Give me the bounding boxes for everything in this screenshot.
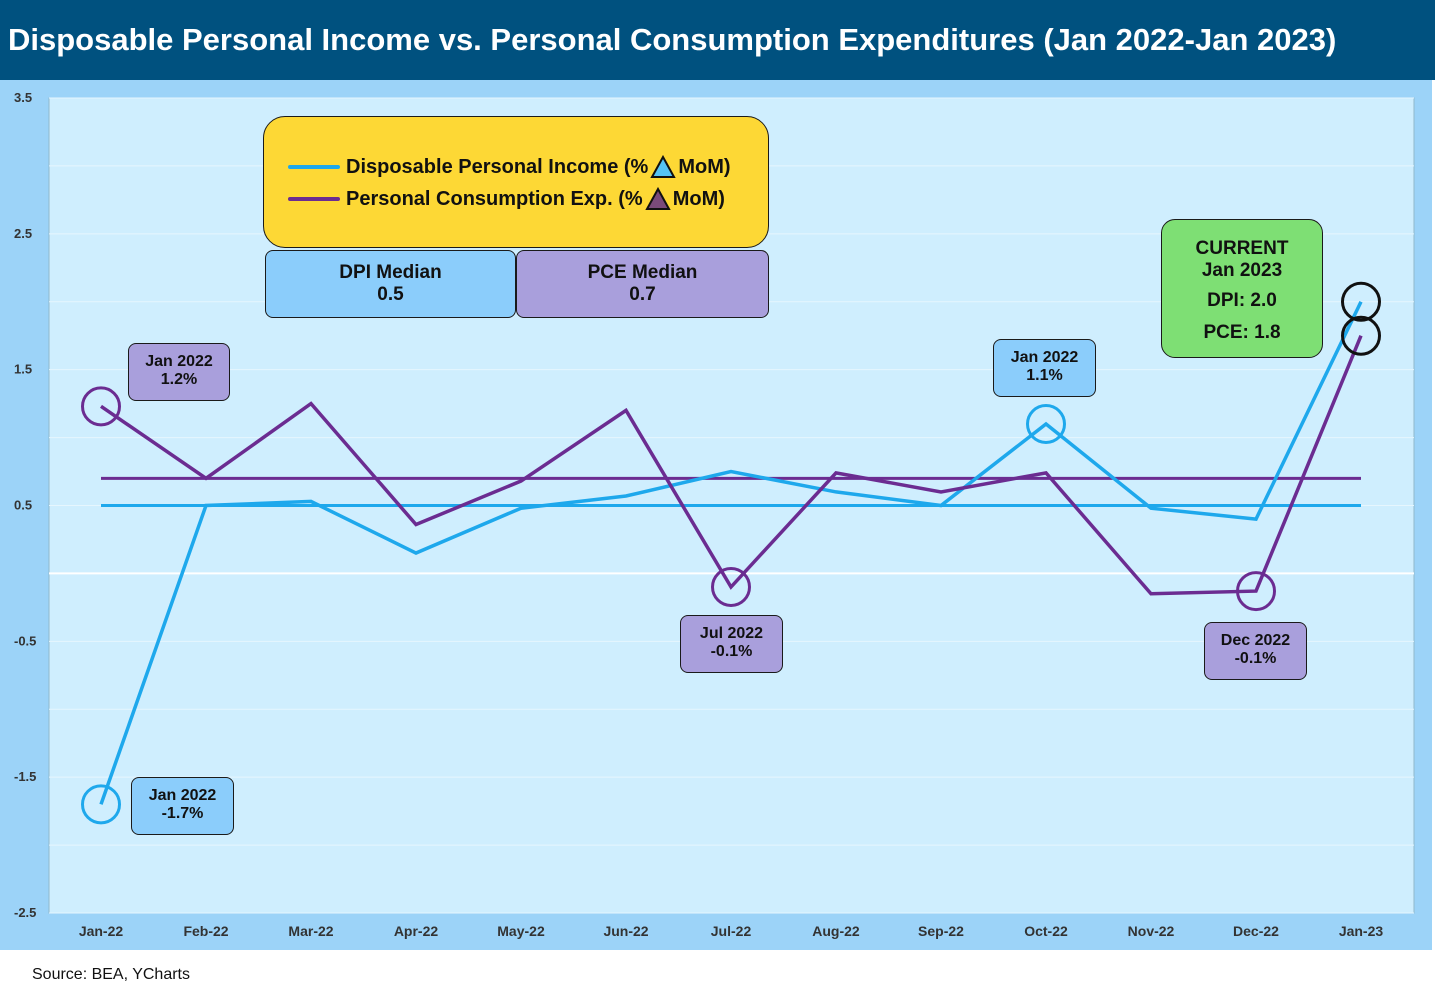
- pce-jan-2023-circle: [1341, 315, 1381, 356]
- legend-dpi-label-post: MoM): [678, 155, 731, 178]
- x-tick-label: Aug-22: [812, 923, 860, 939]
- legend-item-dpi: Disposable Personal Income (% MoM): [288, 155, 731, 179]
- annotation-dpi-oct-2022: Jan 2022 1.1%: [993, 339, 1096, 397]
- annotation-date: Jul 2022: [699, 625, 764, 642]
- annotation-pce-dec-2022: Dec 2022 -0.1%: [1204, 622, 1307, 680]
- y-tick-label: 0.5: [14, 498, 32, 513]
- x-tick-label: Sep-22: [918, 923, 964, 939]
- x-tick-label: Dec-22: [1233, 923, 1279, 939]
- current-period: Jan 2023: [1201, 260, 1283, 281]
- legend-item-pce: Personal Consumption Exp. (% MoM): [288, 187, 725, 211]
- x-tick-label: May-22: [497, 923, 545, 939]
- pce-series-line: [100, 335, 1363, 596]
- annotation-value: -0.1%: [1234, 650, 1277, 667]
- delta-triangle-icon: [645, 187, 671, 210]
- current-box: CURRENT Jan 2023 DPI: 2.0 PCE: 1.8: [1161, 219, 1323, 358]
- dpi-line-swatch: [288, 165, 340, 169]
- annotation-value: 1.2%: [160, 371, 198, 388]
- y-tick-label: 2.5: [14, 226, 32, 241]
- pce-jul-2022-circle: [711, 567, 751, 607]
- x-tick-label: Mar-22: [288, 923, 333, 939]
- x-tick-label: Apr-22: [394, 923, 439, 939]
- legend-dpi-label-pre: Disposable Personal Income (%: [346, 155, 649, 178]
- y-tick-label: -2.5: [14, 905, 36, 920]
- dpi-jan-2022-circle: [81, 784, 121, 825]
- dpi-jan-2023-circle: [1341, 281, 1381, 322]
- pce-median-label: PCE Median: [587, 262, 698, 283]
- legend: Disposable Personal Income (% MoM) Perso…: [263, 116, 769, 248]
- x-tick-label: Oct-22: [1024, 923, 1068, 939]
- pce-median-box: PCE Median 0.7: [516, 250, 769, 318]
- pce-dec-2022-circle: [1236, 571, 1276, 612]
- annotation-value: -0.1%: [710, 643, 753, 660]
- x-tick-label: Jul-22: [711, 923, 752, 939]
- y-tick-label: -1.5: [14, 769, 36, 784]
- current-dpi: DPI: 2.0: [1207, 290, 1277, 311]
- pce-line-swatch: [288, 197, 340, 201]
- y-tick-label: 3.5: [14, 90, 32, 105]
- dpi-series-line: [99, 300, 1363, 805]
- y-tick-labels: 3.5 2.5 1.5 0.5 -0.5 -1.5 -2.5: [14, 90, 36, 920]
- chart-title: Disposable Personal Income vs. Personal …: [8, 22, 1337, 57]
- pce-median-value: 0.7: [629, 284, 656, 305]
- annotation-date: Jan 2022: [1010, 349, 1079, 366]
- legend-pce-label-pre: Personal Consumption Exp. (%: [346, 187, 643, 210]
- dpi-median-box: DPI Median 0.5: [265, 250, 516, 318]
- x-tick-label: Jan-22: [79, 923, 124, 939]
- annotation-date: Jan 2022: [148, 787, 217, 804]
- y-tick-label: -0.5: [14, 633, 36, 648]
- annotation-dpi-jan-2022: Jan 2022 -1.7%: [131, 777, 234, 835]
- x-tick-labels: Jan-22 Feb-22 Mar-22 Apr-22 May-22 Jun-22 Jul-…: [79, 923, 1384, 939]
- x-tick-label: Nov-22: [1128, 923, 1175, 939]
- source-note: Source: BEA, YCharts: [32, 966, 190, 983]
- dpi-median-label: DPI Median: [339, 262, 442, 283]
- annotation-pce-jan-2022: Jan 2022 1.2%: [128, 343, 230, 401]
- dpi-oct-2022-circle: [1026, 404, 1066, 444]
- x-tick-label: Jun-22: [603, 923, 648, 939]
- annotation-value: -1.7%: [161, 805, 204, 822]
- legend-pce-label-post: MoM): [672, 187, 725, 210]
- annotation-pce-jul-2022: Jul 2022 -0.1%: [680, 615, 783, 673]
- x-tick-label: Jan-23: [1339, 923, 1384, 939]
- series-lines: [99, 300, 1363, 805]
- dpi-median-value: 0.5: [377, 284, 404, 305]
- title-bar: Disposable Personal Income vs. Personal …: [0, 0, 1435, 80]
- x-tick-label: Feb-22: [183, 923, 228, 939]
- current-pce: PCE: 1.8: [1203, 322, 1281, 343]
- pce-jan-2022-circle: [81, 386, 121, 427]
- annotation-date: Jan 2022: [145, 353, 213, 370]
- y-tick-label: 1.5: [14, 362, 32, 377]
- current-title: CURRENT: [1195, 238, 1289, 259]
- highlight-circles: [81, 281, 1381, 825]
- annotation-value: 1.1%: [1026, 367, 1063, 384]
- delta-triangle-icon: [650, 155, 677, 178]
- annotation-date: Dec 2022: [1220, 632, 1291, 649]
- median-lines: [101, 476, 1361, 507]
